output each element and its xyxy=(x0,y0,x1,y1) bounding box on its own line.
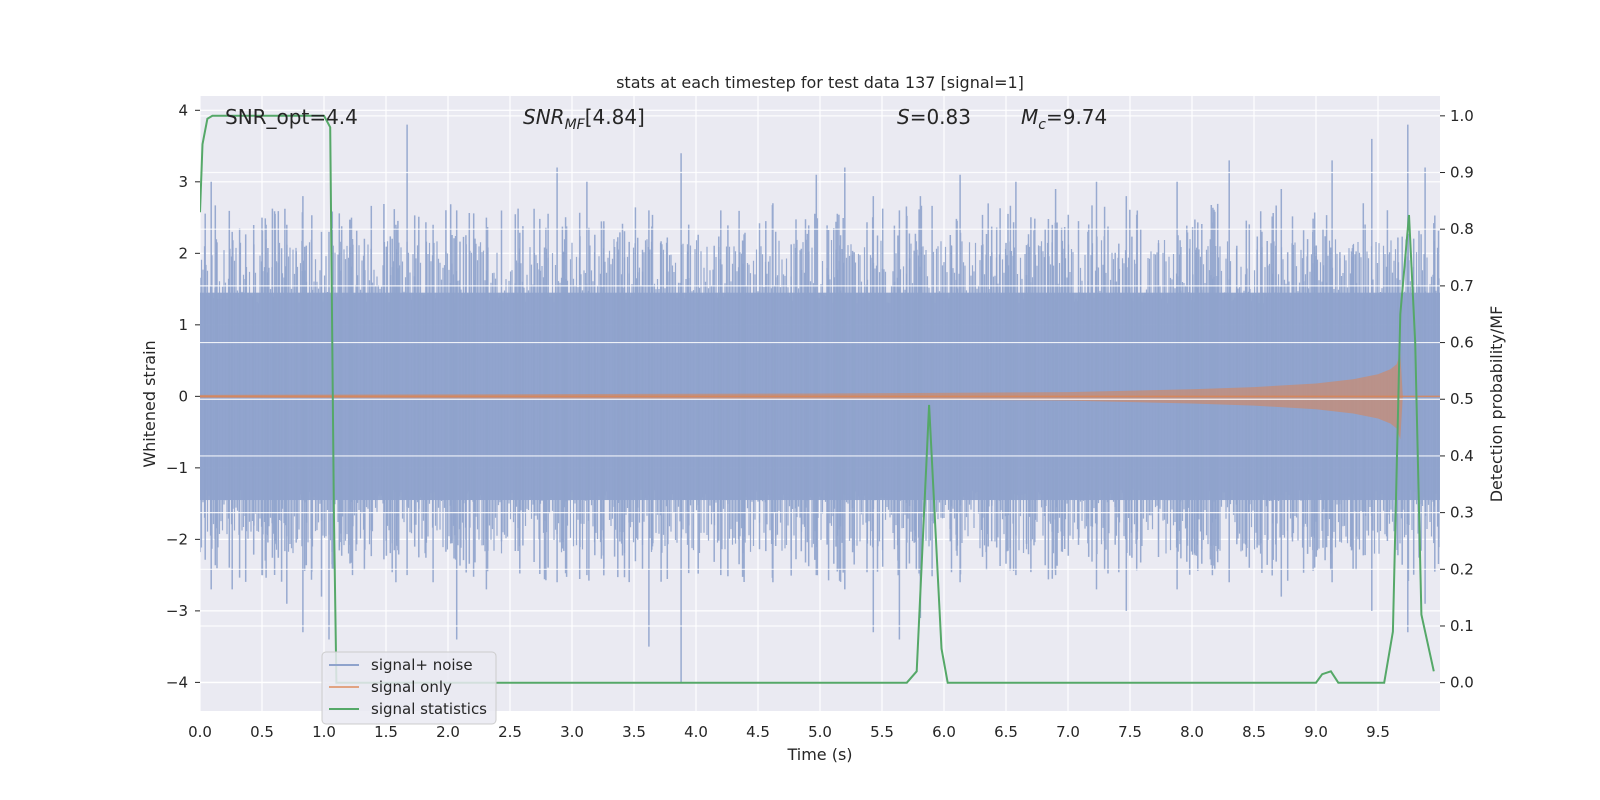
signal-statistics-series xyxy=(200,114,1435,684)
legend: signal+ noise signal only signal statist… xyxy=(321,651,497,725)
signal-only-series xyxy=(200,353,1440,440)
y-right-axis-label: Detection probability/MF xyxy=(1487,306,1506,503)
x-tick-label: 3.5 xyxy=(622,723,646,741)
x-tick-label: 4.5 xyxy=(746,723,770,741)
legend-label-signal-noise: signal+ noise xyxy=(371,656,473,674)
x-tick-label: 6.0 xyxy=(932,723,956,741)
legend-label-signal-only: signal only xyxy=(371,678,452,696)
x-tick-label: 9.0 xyxy=(1304,723,1328,741)
x-tick-label: 0.5 xyxy=(250,723,274,741)
y-right-tick-label: 0.0 xyxy=(1450,674,1474,692)
annotation-s: S=0.83 xyxy=(897,105,971,129)
x-tick-label: 1.0 xyxy=(312,723,336,741)
y-right-tick-label: 0.2 xyxy=(1450,560,1474,578)
annotation-mc: Mc=9.74 xyxy=(1021,105,1107,133)
x-tick-label: 4.0 xyxy=(684,723,708,741)
y-left-tick-label: 2 xyxy=(178,244,188,262)
annotation-mc-value: =9.74 xyxy=(1046,105,1107,129)
y-right-tick-label: 0.8 xyxy=(1450,220,1474,238)
x-tick-label: 8.0 xyxy=(1180,723,1204,741)
y-right-tick-label: 0.1 xyxy=(1450,617,1474,635)
y-left-tick-label: 0 xyxy=(178,387,188,405)
y-right-tick-label: 0.3 xyxy=(1450,504,1474,522)
y-left-tick-label: −1 xyxy=(166,459,188,477)
y-left-tick-label: −3 xyxy=(166,602,188,620)
annotation-snr-mf: SNRMF[4.84] xyxy=(523,105,645,133)
y-left-axis-label: Whitened strain xyxy=(140,340,159,467)
x-axis-label: Time (s) xyxy=(786,745,852,764)
annotation-snr-mf-value: [4.84] xyxy=(585,105,645,129)
y-right-tick-label: 0.6 xyxy=(1450,334,1474,352)
y-left-tick-label: 1 xyxy=(178,316,188,334)
x-tick-label: 6.5 xyxy=(994,723,1018,741)
chart-title: stats at each timestep for test data 137… xyxy=(616,73,1024,92)
y-left-tick-label: −4 xyxy=(166,673,188,691)
x-tick-label: 0.0 xyxy=(188,723,212,741)
x-tick-label: 9.5 xyxy=(1366,723,1390,741)
annotation-snr-opt: SNR_opt=4.4 xyxy=(225,105,358,129)
y-right-tick-label: 0.5 xyxy=(1450,390,1474,408)
x-tick-label: 2.0 xyxy=(436,723,460,741)
y-right-tick-label: 0.4 xyxy=(1450,447,1474,465)
legend-label-signal-statistics: signal statistics xyxy=(371,700,487,718)
x-tick-label: 7.0 xyxy=(1056,723,1080,741)
annotation-s-value: =0.83 xyxy=(910,105,971,129)
y-left-tick-label: −2 xyxy=(166,530,188,548)
y-right-tick-label: 0.9 xyxy=(1450,164,1474,182)
y-right-ticks: 1.0 0.9 0.8 0.7 0.6 0.5 0.4 0.3 0.2 0.1 0.0 xyxy=(1440,107,1474,692)
x-tick-label: 8.5 xyxy=(1242,723,1266,741)
y-left-ticks: 4 3 2 1 0 −1 −2 −3 −4 xyxy=(166,101,200,691)
y-left-tick-label: 4 xyxy=(178,101,188,119)
x-tick-label: 3.0 xyxy=(560,723,584,741)
x-tick-label: 5.0 xyxy=(808,723,832,741)
x-ticks: 0.0 0.5 1.0 1.5 2.0 2.5 3.0 3.5 4.0 4.5 5.0 5.5 6.0 6… xyxy=(188,723,1390,741)
legend-box xyxy=(321,651,497,725)
x-tick-label: 5.5 xyxy=(870,723,894,741)
x-tick-label: 1.5 xyxy=(374,723,398,741)
statistics-line xyxy=(200,114,1435,684)
y-right-tick-label: 1.0 xyxy=(1450,107,1474,125)
y-left-tick-label: 3 xyxy=(178,173,188,191)
x-tick-label: 2.5 xyxy=(498,723,522,741)
y-right-tick-label: 0.7 xyxy=(1450,277,1474,295)
x-tick-label: 7.5 xyxy=(1118,723,1142,741)
